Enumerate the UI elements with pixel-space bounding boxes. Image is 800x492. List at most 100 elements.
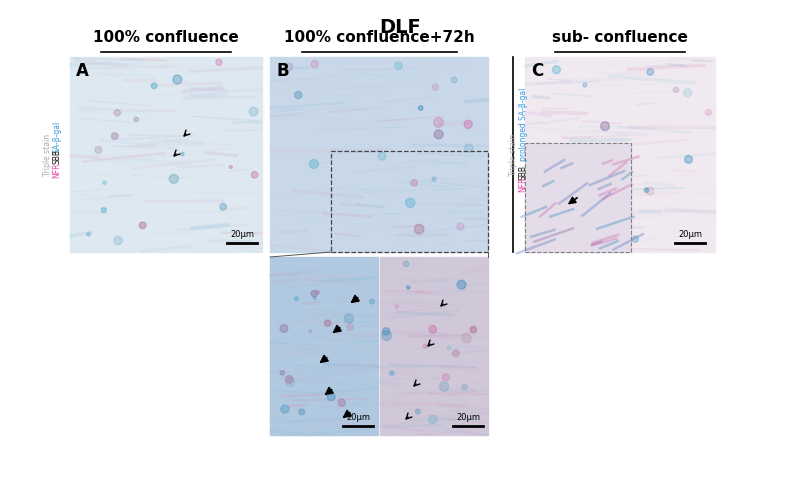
Circle shape bbox=[394, 62, 402, 69]
Circle shape bbox=[111, 133, 118, 139]
Circle shape bbox=[542, 192, 546, 196]
Text: B: B bbox=[276, 62, 289, 80]
Circle shape bbox=[220, 204, 226, 210]
Circle shape bbox=[618, 164, 625, 171]
Text: Triple stain: Triple stain bbox=[42, 133, 51, 176]
Text: 100% confluence: 100% confluence bbox=[93, 30, 239, 45]
Text: sub- confluence: sub- confluence bbox=[552, 30, 688, 45]
Circle shape bbox=[453, 350, 459, 357]
Circle shape bbox=[103, 181, 106, 184]
Circle shape bbox=[216, 59, 222, 65]
Circle shape bbox=[294, 92, 302, 99]
Circle shape bbox=[632, 236, 638, 242]
Circle shape bbox=[395, 305, 398, 308]
Circle shape bbox=[442, 373, 450, 381]
Text: Triple stain: Triple stain bbox=[510, 133, 518, 176]
Circle shape bbox=[114, 236, 122, 245]
Circle shape bbox=[347, 324, 354, 330]
Circle shape bbox=[423, 344, 427, 348]
Bar bbox=[380, 257, 488, 435]
Circle shape bbox=[173, 75, 182, 84]
Circle shape bbox=[457, 280, 466, 289]
Bar bbox=[270, 257, 378, 435]
Circle shape bbox=[378, 153, 386, 160]
Circle shape bbox=[311, 290, 318, 297]
Circle shape bbox=[285, 63, 293, 71]
Circle shape bbox=[249, 107, 258, 116]
Circle shape bbox=[447, 346, 451, 350]
Circle shape bbox=[134, 117, 138, 122]
Circle shape bbox=[558, 168, 562, 172]
Circle shape bbox=[411, 180, 418, 186]
Circle shape bbox=[311, 61, 318, 68]
Circle shape bbox=[434, 118, 443, 127]
Circle shape bbox=[465, 144, 473, 153]
Circle shape bbox=[309, 330, 312, 333]
Circle shape bbox=[706, 110, 711, 116]
Circle shape bbox=[95, 147, 102, 154]
Circle shape bbox=[338, 399, 346, 406]
Circle shape bbox=[406, 286, 410, 289]
Bar bbox=[270, 57, 488, 252]
Text: 20μm: 20μm bbox=[456, 413, 480, 422]
Circle shape bbox=[550, 152, 555, 157]
Circle shape bbox=[470, 326, 477, 333]
Circle shape bbox=[646, 187, 654, 195]
Circle shape bbox=[299, 409, 305, 415]
Text: SA-β-gal: SA-β-gal bbox=[53, 121, 62, 153]
Circle shape bbox=[403, 261, 409, 267]
Text: prolonged SA-β-gal: prolonged SA-β-gal bbox=[518, 88, 527, 161]
Text: 20μm: 20μm bbox=[230, 230, 254, 239]
Circle shape bbox=[382, 331, 391, 340]
Circle shape bbox=[451, 77, 457, 83]
Circle shape bbox=[390, 371, 394, 375]
Circle shape bbox=[281, 405, 289, 413]
Circle shape bbox=[457, 223, 464, 230]
Bar bbox=[525, 143, 631, 252]
Circle shape bbox=[169, 174, 178, 184]
Circle shape bbox=[429, 326, 437, 333]
Circle shape bbox=[560, 244, 566, 250]
Circle shape bbox=[280, 370, 285, 375]
Circle shape bbox=[327, 393, 335, 400]
Circle shape bbox=[566, 191, 572, 198]
Text: NFR: NFR bbox=[518, 177, 527, 192]
Circle shape bbox=[251, 172, 258, 178]
Circle shape bbox=[406, 198, 415, 208]
Bar bbox=[525, 57, 715, 252]
Circle shape bbox=[230, 165, 232, 168]
Circle shape bbox=[286, 375, 293, 383]
Circle shape bbox=[310, 159, 318, 168]
Circle shape bbox=[601, 122, 610, 130]
Circle shape bbox=[647, 69, 654, 75]
Circle shape bbox=[280, 325, 288, 333]
Circle shape bbox=[139, 222, 146, 229]
Circle shape bbox=[382, 328, 390, 335]
Text: DLF: DLF bbox=[379, 18, 421, 37]
Text: NFR: NFR bbox=[53, 163, 62, 178]
Circle shape bbox=[432, 84, 438, 91]
Circle shape bbox=[294, 297, 298, 301]
Circle shape bbox=[462, 384, 467, 390]
Circle shape bbox=[325, 320, 331, 326]
Circle shape bbox=[314, 296, 316, 300]
Circle shape bbox=[345, 314, 354, 323]
Circle shape bbox=[439, 382, 449, 391]
Circle shape bbox=[294, 297, 298, 301]
Text: 20μm: 20μm bbox=[678, 230, 702, 239]
Circle shape bbox=[685, 155, 693, 163]
Circle shape bbox=[86, 232, 90, 236]
Circle shape bbox=[102, 208, 106, 213]
Circle shape bbox=[570, 153, 573, 156]
Circle shape bbox=[434, 130, 443, 139]
Circle shape bbox=[415, 409, 420, 414]
Circle shape bbox=[644, 188, 649, 192]
Text: SBB: SBB bbox=[53, 149, 62, 164]
Text: SBB: SBB bbox=[518, 165, 527, 180]
Bar bbox=[525, 143, 631, 252]
Circle shape bbox=[583, 83, 587, 87]
Bar bbox=[331, 151, 488, 252]
Circle shape bbox=[429, 415, 437, 424]
Text: 20μm: 20μm bbox=[346, 413, 370, 422]
Text: 100% confluence+72h: 100% confluence+72h bbox=[284, 30, 474, 45]
